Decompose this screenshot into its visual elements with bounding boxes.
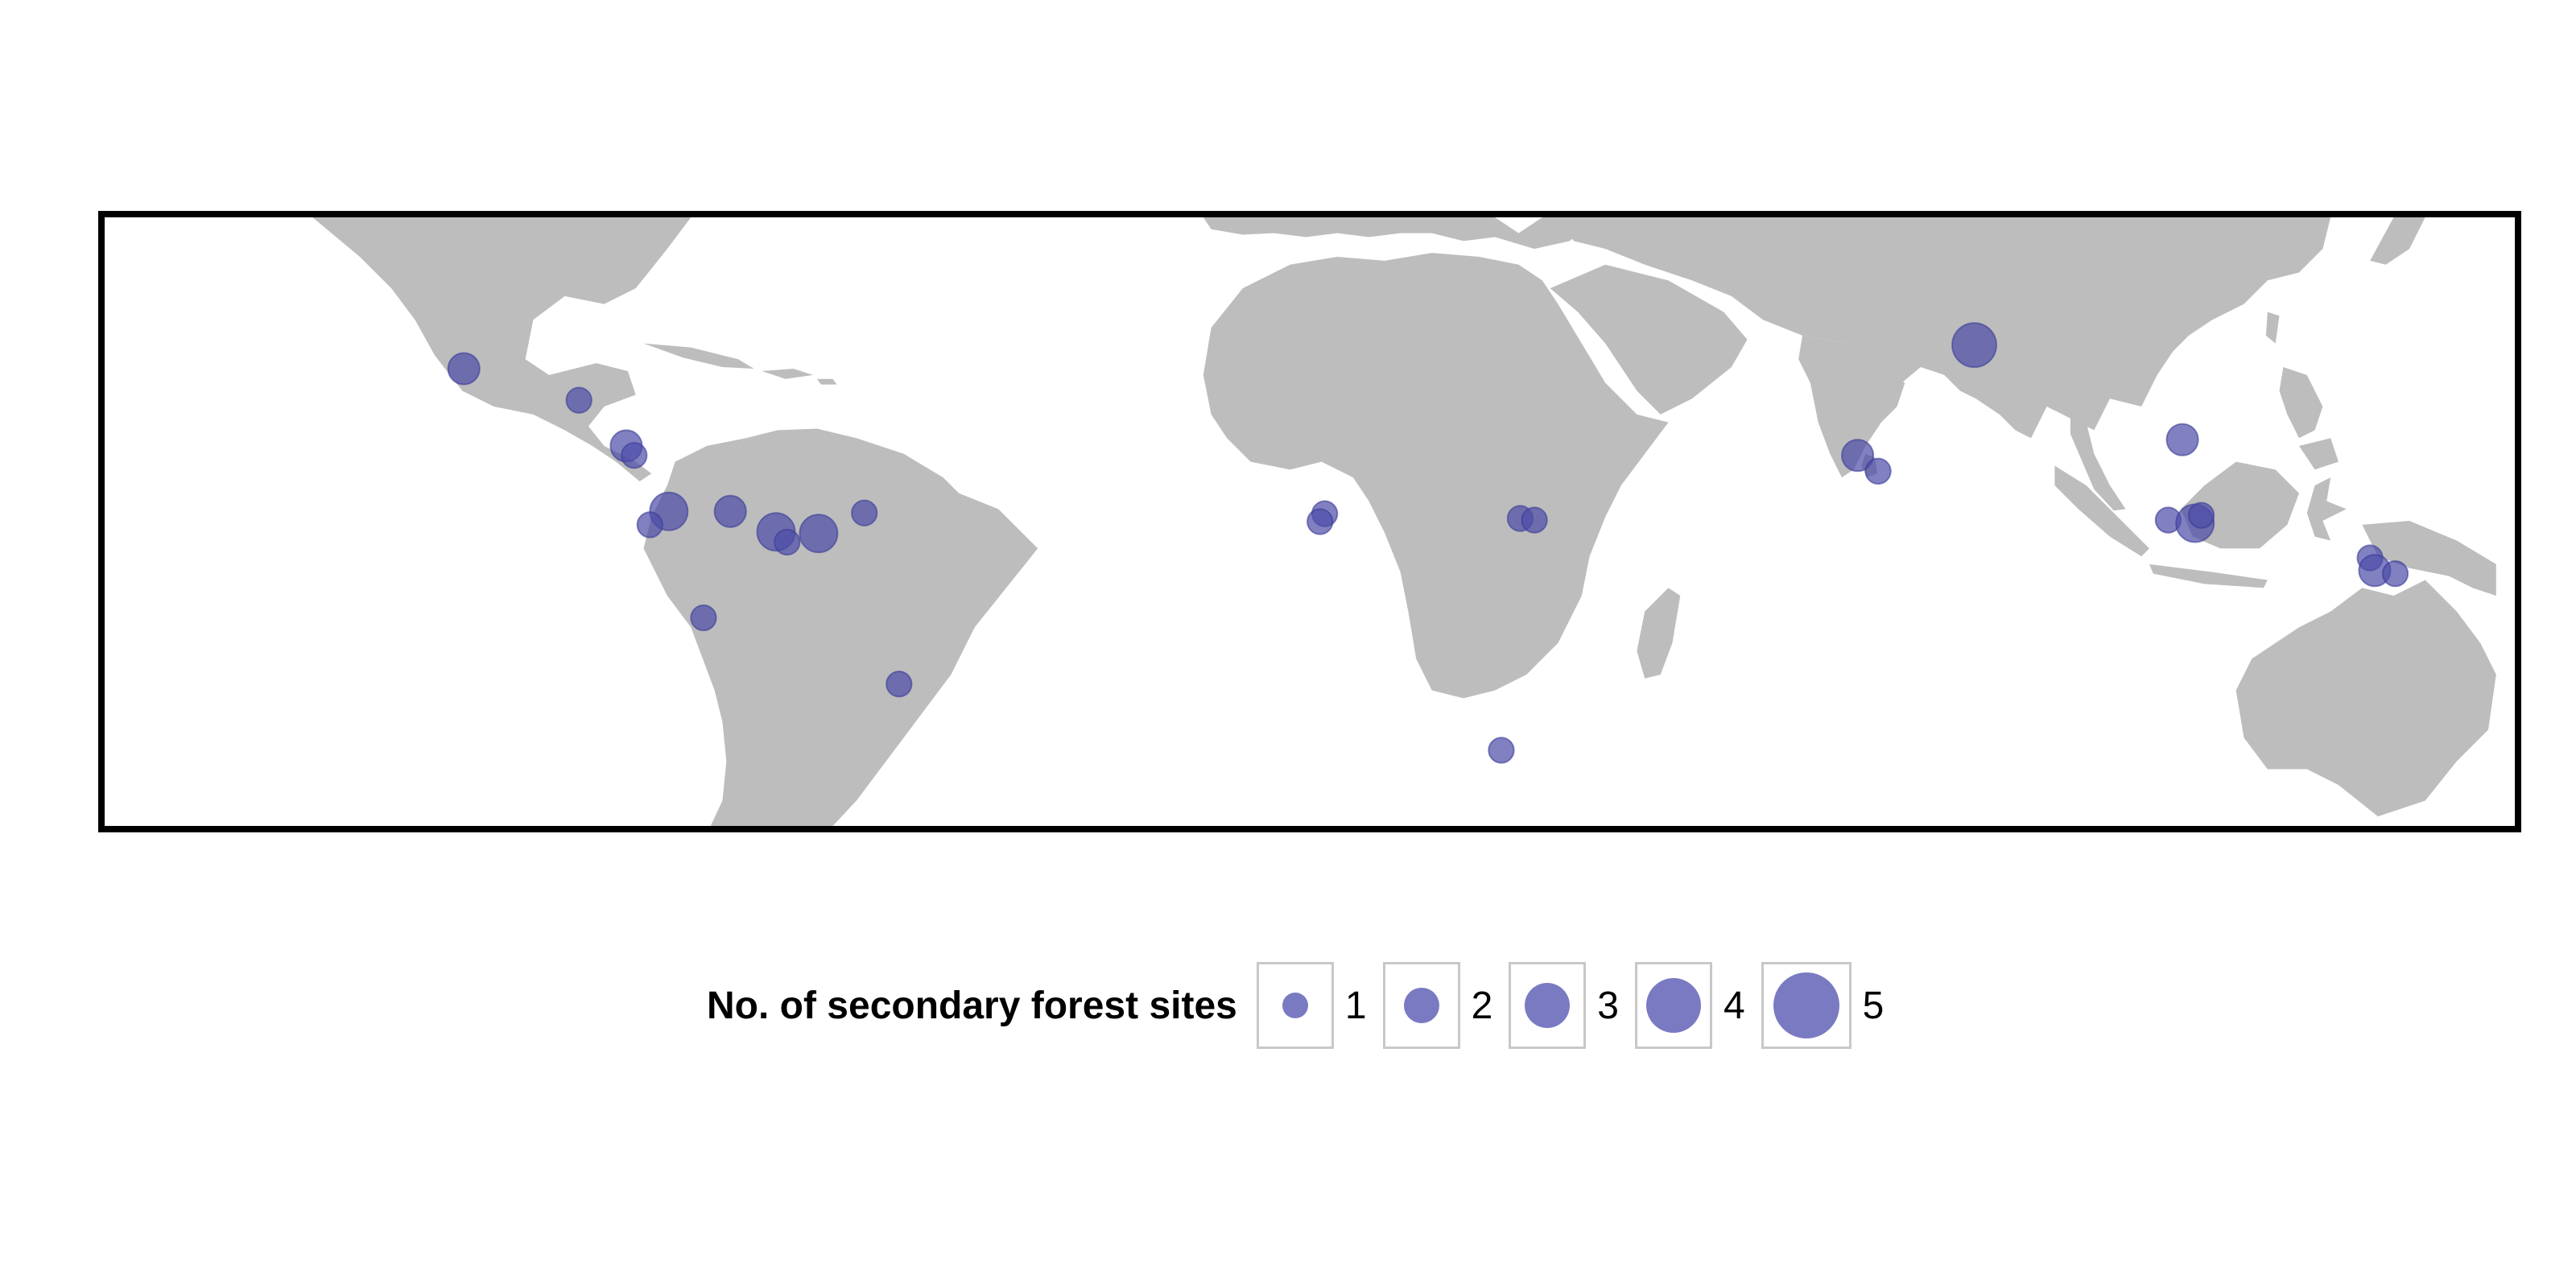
legend-dot-3 — [1525, 983, 1571, 1028]
japan-landmass — [2370, 217, 2425, 265]
asia-landmass — [1550, 217, 2331, 439]
legend-key-1 — [1256, 962, 1334, 1049]
site-marker — [447, 352, 481, 386]
site-marker — [886, 671, 913, 698]
legend-item-2: 2 — [1382, 962, 1493, 1049]
india-landmass — [1798, 335, 1905, 478]
philippines-landmass — [2279, 367, 2323, 439]
legend-label-3: 3 — [1597, 984, 1619, 1027]
site-marker — [1951, 322, 1997, 369]
legend-key-2 — [1382, 962, 1460, 1049]
hispaniola-landmass — [762, 369, 814, 379]
map-panel — [98, 211, 2521, 832]
legend-item-4: 4 — [1634, 962, 1745, 1049]
legend-item-3: 3 — [1509, 962, 1619, 1049]
site-markers — [447, 322, 2409, 764]
site-marker — [1841, 439, 1875, 473]
site-marker — [1864, 457, 1892, 485]
legend-key-3 — [1509, 962, 1587, 1049]
site-marker — [799, 514, 839, 554]
world-map — [312, 217, 2496, 826]
java-landmass — [2149, 564, 2268, 588]
africa-landmass — [1203, 253, 1669, 699]
arabia-landmass — [1550, 264, 1748, 415]
legend-title: No. of secondary forest sites — [707, 984, 1237, 1027]
sumatra-landmass — [2054, 465, 2149, 557]
new-guinea-landmass — [2362, 521, 2496, 597]
legend-dot-4 — [1645, 978, 1701, 1033]
site-marker — [2187, 502, 2215, 529]
south-america-landmass — [643, 428, 1038, 826]
legend-label-2: 2 — [1471, 984, 1493, 1027]
legend-key-5 — [1761, 962, 1852, 1049]
legend-label-5: 5 — [1862, 984, 1885, 1027]
site-marker — [1521, 506, 1548, 534]
site-marker — [621, 442, 648, 469]
legend-label-4: 4 — [1723, 984, 1745, 1027]
size-legend: No. of secondary forest sites 1 2 3 4 5 — [707, 960, 1900, 1051]
australia-landmass — [2235, 580, 2496, 817]
legend-item-1: 1 — [1256, 962, 1367, 1049]
europe-landmass — [1203, 217, 1590, 250]
site-marker — [851, 499, 878, 526]
site-marker — [2165, 423, 2199, 456]
baja-landmass — [383, 264, 443, 350]
site-marker — [2381, 559, 2409, 588]
legend-dot-5 — [1773, 972, 1839, 1038]
site-marker — [690, 604, 717, 632]
site-marker — [1488, 737, 1515, 764]
landmasses — [312, 217, 2496, 826]
legend-label-1: 1 — [1344, 984, 1367, 1027]
mindanao-landmass — [2298, 438, 2339, 470]
site-marker — [1307, 508, 1334, 535]
sulawesi-landmass — [2306, 477, 2347, 541]
site-marker — [713, 494, 747, 528]
north-america-landmass — [312, 217, 691, 482]
malay-peninsula-landmass — [2070, 414, 2126, 511]
cuba-landmass — [643, 343, 754, 369]
legend-item-5: 5 — [1761, 962, 1885, 1049]
legend-dot-2 — [1403, 988, 1439, 1023]
legend-key-4 — [1634, 962, 1712, 1049]
site-marker — [565, 386, 592, 414]
lesser-antilles-landmass — [816, 378, 837, 385]
taiwan-landmass — [2265, 312, 2280, 344]
legend-dot-1 — [1282, 993, 1308, 1018]
site-marker — [636, 511, 663, 539]
madagascar-landmass — [1637, 588, 1681, 679]
site-marker — [774, 528, 801, 556]
